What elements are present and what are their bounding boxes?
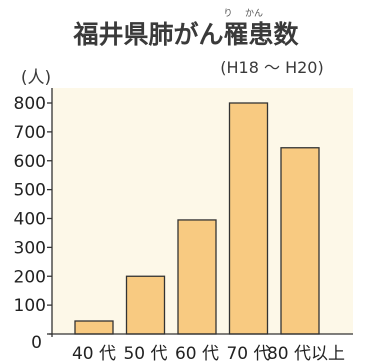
y-tick-label-500: 500 bbox=[14, 181, 46, 201]
plot-area: 0 100 200 300 400 500 600 700 800 40 代 50 代 60 代 70 … bbox=[14, 88, 353, 363]
y-tick-label-0: 0 bbox=[31, 333, 42, 353]
y-tick-label-400: 400 bbox=[14, 210, 46, 230]
x-category-label-2: 60 代 bbox=[175, 344, 219, 363]
y-tick-label-600: 600 bbox=[14, 152, 46, 172]
chart-subtitle: (H18 ～ H20) bbox=[220, 58, 323, 77]
y-tick-label-200: 200 bbox=[14, 267, 46, 287]
chart-title: 福井県肺がん罹患数 bbox=[72, 20, 299, 49]
y-axis-unit: (人) bbox=[21, 68, 51, 88]
x-category-label-1: 50 代 bbox=[123, 344, 167, 363]
bar-4 bbox=[280, 147, 320, 335]
title-ruby-kan: かん bbox=[245, 8, 263, 19]
x-category-label-0: 40 代 bbox=[72, 344, 116, 363]
x-category-label-3: 70 代 bbox=[226, 344, 270, 363]
y-tick-label-800: 800 bbox=[14, 94, 46, 114]
bar-3 bbox=[228, 102, 269, 335]
title-ruby-ri: り bbox=[223, 8, 232, 19]
y-tick-label-300: 300 bbox=[14, 238, 46, 258]
x-category-label-4: 80 代以上 bbox=[267, 344, 345, 363]
bar-2 bbox=[177, 219, 217, 335]
y-tick-label-100: 100 bbox=[14, 296, 46, 316]
y-tick-label-700: 700 bbox=[14, 123, 46, 143]
bar-0 bbox=[74, 320, 114, 335]
bar-1 bbox=[125, 275, 166, 335]
